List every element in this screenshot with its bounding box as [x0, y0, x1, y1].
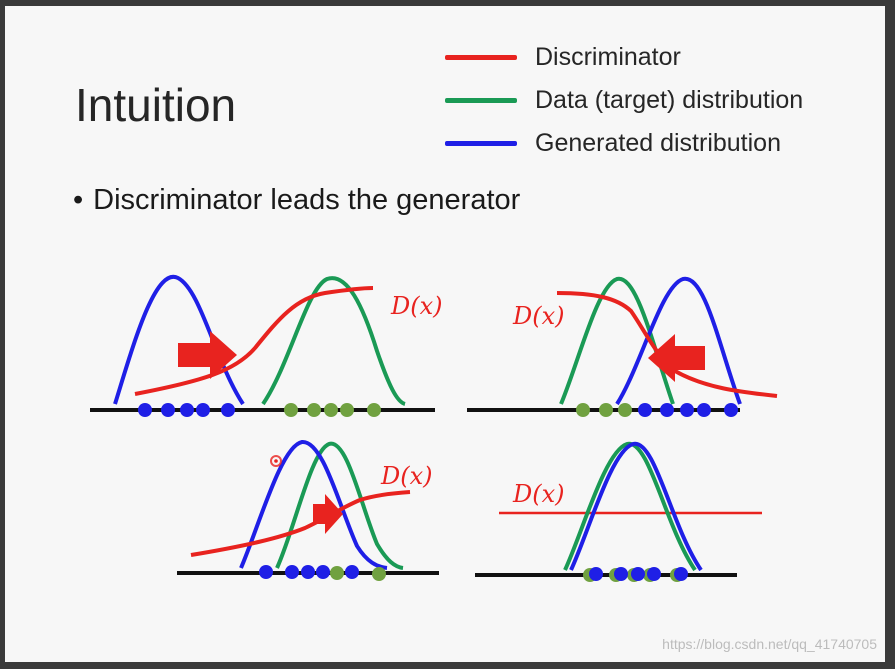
panel-bottom-right: D(x)	[475, 441, 762, 582]
data-samples	[284, 403, 381, 417]
slide: Intuition Discriminator Data (target) di…	[5, 6, 885, 662]
discriminator-label: D(x)	[380, 462, 433, 490]
watermark: https://blog.csdn.net/qq_41740705	[662, 636, 877, 652]
discriminator-label: D(x)	[512, 302, 565, 330]
panel-top-right: D(x)	[467, 276, 778, 417]
data-samples	[576, 403, 632, 417]
legend-item-discriminator: Discriminator	[445, 36, 803, 79]
generated-samples	[589, 567, 688, 581]
discriminator-curve	[134, 286, 374, 396]
panel-top-left: D(x)	[90, 274, 443, 417]
generated-samples	[138, 403, 235, 417]
generated-distribution-curve	[615, 276, 742, 406]
bullet-point: • Discriminator leads the generator	[73, 184, 520, 217]
data-distribution-curve	[275, 441, 404, 570]
bullet-text: Discriminator leads the generator	[93, 184, 521, 216]
arrow-left-icon	[648, 334, 705, 382]
generated-distribution-curve	[569, 441, 703, 572]
legend-swatch-discriminator	[445, 55, 517, 60]
generated-samples	[638, 403, 738, 417]
legend-item-generated: Generated distribution	[445, 122, 803, 165]
legend-label: Discriminator	[535, 43, 681, 71]
discriminator-label: D(x)	[390, 292, 443, 320]
data-samples	[330, 566, 386, 581]
arrow-right-icon	[313, 494, 343, 534]
data-distribution-curve	[261, 276, 406, 406]
legend-label: Generated distribution	[535, 129, 781, 157]
generated-distribution-curve	[239, 440, 388, 570]
gan-intuition-diagram: D(x) D(x)	[90, 274, 778, 582]
legend: Discriminator Data (target) distribution…	[445, 36, 803, 165]
cursor-indicator-dot	[274, 459, 278, 463]
cursor-indicator-icon	[270, 455, 282, 467]
discriminator-label: D(x)	[512, 480, 565, 508]
data-distribution-curve	[559, 276, 675, 405]
arrow-right-icon	[178, 331, 237, 379]
generated-samples	[259, 565, 359, 579]
legend-swatch-data	[445, 98, 517, 103]
data-distribution-curve	[563, 441, 697, 572]
bullet-dot-icon: •	[73, 184, 84, 216]
panel-bottom-left: D(x)	[177, 440, 439, 581]
legend-swatch-generated	[445, 141, 517, 146]
legend-label: Data (target) distribution	[535, 86, 804, 114]
slide-title: Intuition	[75, 79, 237, 131]
discriminator-curve	[556, 291, 778, 398]
legend-item-data: Data (target) distribution	[445, 79, 803, 122]
